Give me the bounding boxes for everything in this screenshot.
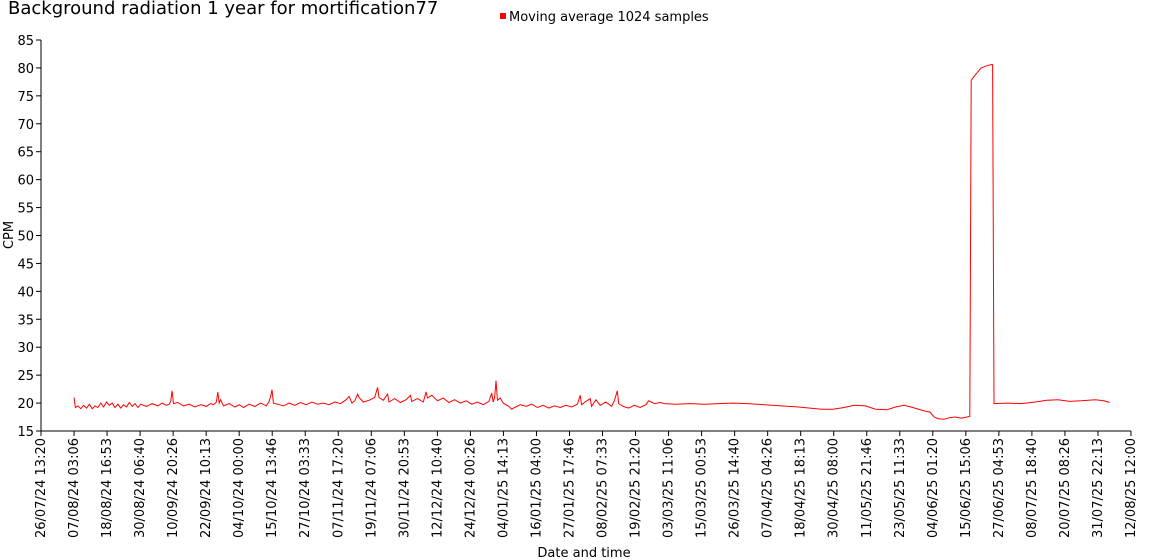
x-tick-label: 04/01/25 14:13 — [496, 438, 511, 538]
x-tick-label: 15/06/25 15:06 — [959, 438, 974, 538]
x-tick-label: 10/09/24 20:26 — [166, 438, 181, 538]
x-tick-label: 24/12/24 00:26 — [463, 438, 478, 538]
series-layer — [73, 64, 1110, 420]
x-tick-label: 04/06/25 01:20 — [926, 438, 941, 538]
y-tick-label: 60 — [17, 174, 34, 189]
x-tick-label: 16/01/25 04:00 — [529, 438, 544, 538]
y-axis: 15 20 25 30 35 40 45 50 55 60 65 70 75 80 85 — [17, 34, 42, 440]
x-tick-label: 27/06/25 04:53 — [992, 438, 1007, 538]
y-tick-label: 80 — [17, 62, 34, 77]
y-tick-label: 35 — [17, 313, 34, 328]
y-tick-label: 50 — [17, 230, 34, 245]
x-tick-label: 12/08/25 12:00 — [1124, 438, 1139, 538]
y-tick-label: 85 — [17, 34, 34, 49]
y-tick-label: 15 — [17, 425, 34, 440]
legend: Moving average 1024 samples — [500, 10, 709, 25]
chart-title: Background radiation 1 year for mortific… — [8, 0, 439, 19]
x-tick-label: 30/08/24 06:40 — [133, 438, 148, 538]
y-tick-label: 45 — [17, 257, 34, 272]
y-axis-title: CPM — [2, 221, 17, 249]
x-tick-label: 04/10/24 00:00 — [232, 438, 247, 538]
x-tick-label: 08/07/25 18:40 — [1025, 438, 1040, 538]
x-tick-label: 07/11/24 17:20 — [331, 438, 346, 538]
x-tick-label: 07/08/24 03:06 — [67, 438, 82, 538]
y-tick-label: 70 — [17, 118, 34, 133]
x-tick-label: 18/08/24 16:53 — [100, 438, 115, 538]
x-tick-label: 26/03/25 14:40 — [728, 438, 743, 538]
y-tick-label: 30 — [17, 341, 34, 356]
x-tick-label: 23/05/25 11:33 — [893, 438, 908, 538]
x-tick-label: 03/03/25 11:06 — [662, 438, 677, 538]
x-tick-label: 20/07/25 08:26 — [1058, 438, 1073, 538]
x-axis-title: Date and time — [537, 546, 630, 560]
y-tick-label: 20 — [17, 397, 34, 412]
x-tick-label: 19/02/25 21:20 — [629, 438, 644, 538]
legend-swatch — [500, 13, 506, 19]
x-tick-label: 27/10/24 03:33 — [298, 438, 313, 538]
series-line — [73, 64, 1110, 420]
x-tick-label: 22/09/24 10:13 — [199, 438, 214, 538]
x-tick-label: 08/02/25 07:33 — [596, 438, 611, 538]
x-tick-label: 07/04/25 04:26 — [761, 438, 776, 538]
x-tick-label: 15/03/25 00:53 — [695, 438, 710, 538]
x-tick-label: 27/01/25 17:46 — [562, 438, 577, 538]
x-tick-label: 31/07/25 22:13 — [1091, 438, 1106, 538]
x-tick-label: 12/12/24 10:40 — [430, 438, 445, 538]
y-tick-label: 40 — [17, 285, 34, 300]
x-tick-label: 15/10/24 13:46 — [265, 438, 280, 538]
x-tick-label: 26/07/24 13:20 — [34, 438, 49, 538]
x-tick-label: 19/11/24 07:06 — [364, 438, 379, 538]
y-tick-label: 75 — [17, 90, 34, 105]
x-axis: 26/07/24 13:20 07/08/24 03:06 18/08/24 16:… — [34, 430, 1139, 538]
x-tick-label: 11/05/25 21:46 — [860, 438, 875, 538]
x-tick-label: 18/04/25 18:13 — [794, 438, 809, 538]
y-tick-label: 65 — [17, 146, 34, 161]
x-tick-label: 30/04/25 08:00 — [827, 438, 842, 538]
x-tick-label: 30/11/24 20:53 — [397, 438, 412, 538]
y-tick-label: 25 — [17, 369, 34, 384]
legend-label: Moving average 1024 samples — [509, 10, 709, 25]
y-tick-label: 55 — [17, 202, 34, 217]
